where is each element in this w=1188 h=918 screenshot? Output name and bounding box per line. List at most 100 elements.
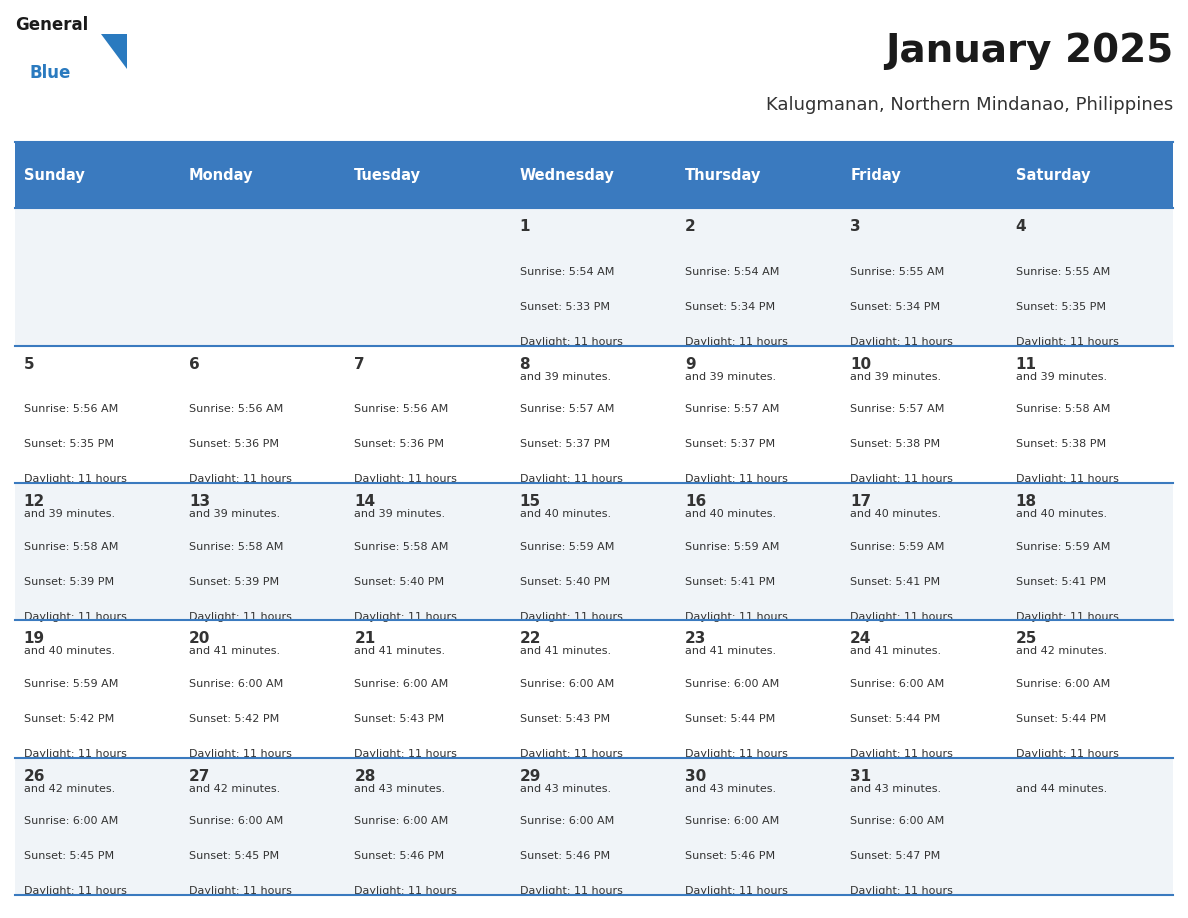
Text: Kalugmanan, Northern Mindanao, Philippines: Kalugmanan, Northern Mindanao, Philippin… [766, 96, 1174, 115]
Text: Sunset: 5:43 PM: Sunset: 5:43 PM [519, 714, 609, 724]
Text: Sunset: 5:42 PM: Sunset: 5:42 PM [24, 714, 114, 724]
Text: Sunset: 5:35 PM: Sunset: 5:35 PM [1016, 302, 1106, 312]
Text: Daylight: 11 hours: Daylight: 11 hours [24, 475, 127, 484]
Text: 25: 25 [1016, 632, 1037, 646]
Text: Daylight: 11 hours: Daylight: 11 hours [685, 337, 788, 347]
Text: 6: 6 [189, 357, 200, 372]
Text: Blue: Blue [30, 64, 71, 83]
Text: Sunrise: 6:00 AM: Sunrise: 6:00 AM [519, 816, 614, 826]
Bar [15, 621, 1173, 757]
Text: 11: 11 [1016, 357, 1036, 372]
Text: Sunrise: 5:59 AM: Sunrise: 5:59 AM [685, 542, 779, 552]
Text: Sunrise: 5:57 AM: Sunrise: 5:57 AM [851, 405, 944, 414]
Text: Sunrise: 5:57 AM: Sunrise: 5:57 AM [519, 405, 614, 414]
Text: and 40 minutes.: and 40 minutes. [1016, 509, 1107, 519]
Text: Sunrise: 6:00 AM: Sunrise: 6:00 AM [685, 816, 779, 826]
Text: Sunset: 5:39 PM: Sunset: 5:39 PM [24, 577, 114, 587]
Text: Sunset: 5:43 PM: Sunset: 5:43 PM [354, 714, 444, 724]
Text: 22: 22 [519, 632, 541, 646]
Text: 7: 7 [354, 357, 365, 372]
Text: 1: 1 [519, 219, 530, 234]
Text: and 42 minutes.: and 42 minutes. [189, 784, 280, 794]
Text: Sunrise: 5:56 AM: Sunrise: 5:56 AM [354, 405, 449, 414]
Text: Friday: Friday [851, 168, 901, 183]
Bar [677, 142, 842, 208]
Text: Sunset: 5:44 PM: Sunset: 5:44 PM [685, 714, 775, 724]
Text: Daylight: 11 hours: Daylight: 11 hours [851, 749, 953, 759]
Text: Daylight: 11 hours: Daylight: 11 hours [189, 886, 292, 896]
Text: and 40 minutes.: and 40 minutes. [519, 509, 611, 519]
Text: 28: 28 [354, 768, 375, 784]
Text: Tuesday: Tuesday [354, 168, 422, 183]
Text: Sunset: 5:40 PM: Sunset: 5:40 PM [519, 577, 609, 587]
Text: Sunrise: 5:59 AM: Sunrise: 5:59 AM [519, 542, 614, 552]
Text: Sunset: 5:33 PM: Sunset: 5:33 PM [519, 302, 609, 312]
Text: Daylight: 11 hours: Daylight: 11 hours [1016, 611, 1118, 621]
Text: Daylight: 11 hours: Daylight: 11 hours [685, 611, 788, 621]
Text: Daylight: 11 hours: Daylight: 11 hours [685, 475, 788, 484]
Bar [1007, 142, 1173, 208]
Text: 13: 13 [189, 494, 210, 509]
Text: Sunrise: 6:00 AM: Sunrise: 6:00 AM [685, 679, 779, 689]
Text: Daylight: 11 hours: Daylight: 11 hours [519, 749, 623, 759]
Text: 26: 26 [24, 768, 45, 784]
Text: Daylight: 11 hours: Daylight: 11 hours [519, 611, 623, 621]
Bar [181, 142, 346, 208]
Text: 17: 17 [851, 494, 871, 509]
Text: 19: 19 [24, 632, 45, 646]
Text: 18: 18 [1016, 494, 1037, 509]
Bar [346, 142, 511, 208]
Text: General: General [15, 16, 89, 34]
Text: and 39 minutes.: and 39 minutes. [519, 372, 611, 382]
Text: 24: 24 [851, 632, 872, 646]
Text: 8: 8 [519, 357, 530, 372]
Text: Saturday: Saturday [1016, 168, 1091, 183]
Text: and 41 minutes.: and 41 minutes. [519, 646, 611, 656]
Text: Daylight: 11 hours: Daylight: 11 hours [189, 611, 292, 621]
Text: Sunrise: 6:00 AM: Sunrise: 6:00 AM [24, 816, 118, 826]
Text: Daylight: 11 hours: Daylight: 11 hours [685, 886, 788, 896]
Text: Sunset: 5:40 PM: Sunset: 5:40 PM [354, 577, 444, 587]
Text: 20: 20 [189, 632, 210, 646]
Text: 23: 23 [685, 632, 707, 646]
Text: and 39 minutes.: and 39 minutes. [24, 509, 115, 519]
Text: and 39 minutes.: and 39 minutes. [189, 509, 280, 519]
Text: Wednesday: Wednesday [519, 168, 614, 183]
Text: Daylight: 11 hours: Daylight: 11 hours [519, 886, 623, 896]
Text: Daylight: 11 hours: Daylight: 11 hours [851, 337, 953, 347]
Text: and 39 minutes.: and 39 minutes. [685, 372, 776, 382]
Text: Sunrise: 5:59 AM: Sunrise: 5:59 AM [851, 542, 944, 552]
Text: Sunrise: 5:55 AM: Sunrise: 5:55 AM [851, 267, 944, 277]
Text: 31: 31 [851, 768, 871, 784]
Text: Sunset: 5:41 PM: Sunset: 5:41 PM [1016, 577, 1106, 587]
Text: and 43 minutes.: and 43 minutes. [851, 784, 941, 794]
Text: and 43 minutes.: and 43 minutes. [519, 784, 611, 794]
Text: Daylight: 11 hours: Daylight: 11 hours [851, 475, 953, 484]
Text: Sunrise: 5:59 AM: Sunrise: 5:59 AM [24, 679, 118, 689]
Text: and 41 minutes.: and 41 minutes. [189, 646, 280, 656]
Text: 15: 15 [519, 494, 541, 509]
Text: Sunrise: 6:00 AM: Sunrise: 6:00 AM [189, 679, 283, 689]
Text: Daylight: 11 hours: Daylight: 11 hours [24, 749, 127, 759]
Text: Daylight: 11 hours: Daylight: 11 hours [189, 475, 292, 484]
Text: Monday: Monday [189, 168, 253, 183]
Text: Sunset: 5:38 PM: Sunset: 5:38 PM [1016, 440, 1106, 449]
Text: Sunrise: 6:00 AM: Sunrise: 6:00 AM [851, 679, 944, 689]
Text: 3: 3 [851, 219, 861, 234]
Text: Sunday: Sunday [24, 168, 84, 183]
Text: 12: 12 [24, 494, 45, 509]
Text: Daylight: 11 hours: Daylight: 11 hours [24, 886, 127, 896]
Text: Sunrise: 5:56 AM: Sunrise: 5:56 AM [24, 405, 118, 414]
Text: and 41 minutes.: and 41 minutes. [851, 646, 941, 656]
Text: and 43 minutes.: and 43 minutes. [354, 784, 446, 794]
Text: 10: 10 [851, 357, 871, 372]
Text: Daylight: 11 hours: Daylight: 11 hours [851, 886, 953, 896]
Text: Sunrise: 5:58 AM: Sunrise: 5:58 AM [24, 542, 118, 552]
Text: 9: 9 [685, 357, 695, 372]
Text: Daylight: 11 hours: Daylight: 11 hours [189, 749, 292, 759]
Text: Sunrise: 5:57 AM: Sunrise: 5:57 AM [685, 405, 779, 414]
Text: Sunset: 5:41 PM: Sunset: 5:41 PM [685, 577, 775, 587]
Text: 29: 29 [519, 768, 541, 784]
Text: 21: 21 [354, 632, 375, 646]
Text: Daylight: 11 hours: Daylight: 11 hours [354, 611, 457, 621]
